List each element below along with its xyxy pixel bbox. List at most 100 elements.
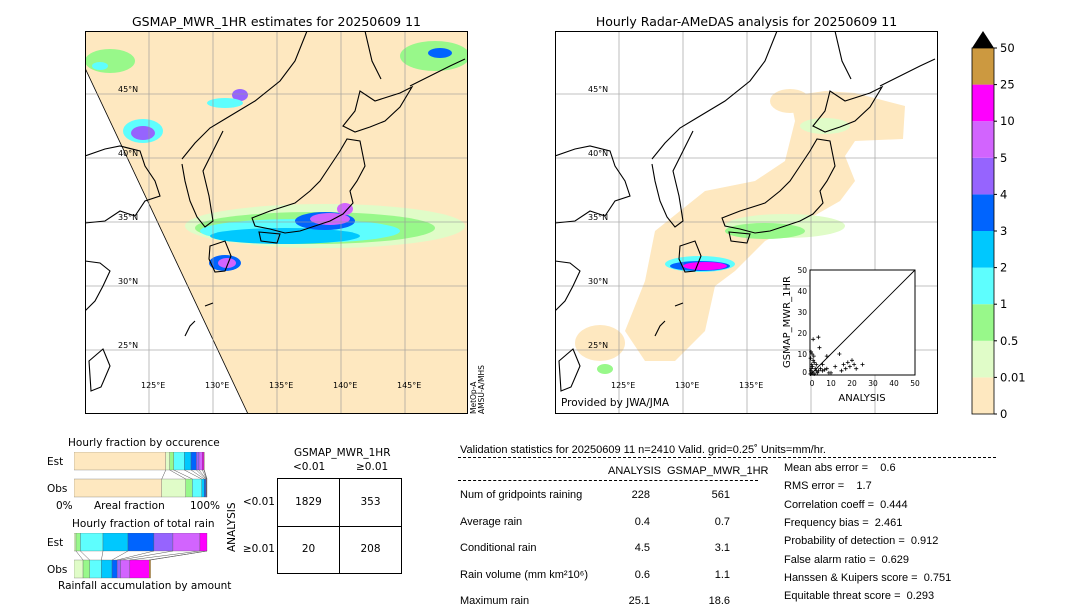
stat-analysis: 0.4 — [634, 515, 650, 528]
occurrence-axis-label: Areal fraction — [94, 500, 165, 512]
scatter-point — [824, 354, 829, 359]
colorbar-band — [972, 48, 994, 85]
score-line: Mean abs error = 0.6 — [784, 462, 896, 474]
colorbar-band — [972, 121, 994, 158]
lat-label-40: 40°N — [588, 149, 609, 158]
lon-label-135: 135°E — [269, 381, 294, 390]
bar-segment — [185, 478, 193, 498]
bar-segment — [153, 533, 174, 552]
colorbar-tick: 5 — [1000, 151, 1007, 165]
stat-gsmap: 1.1 — [714, 568, 730, 581]
stat-analysis: 4.5 — [634, 542, 650, 554]
scatter-point — [809, 362, 814, 367]
total-rain-title: Hourly fraction of total rain — [72, 518, 215, 530]
lat-label-25: 25°N — [588, 341, 609, 350]
bar-segment — [129, 559, 150, 579]
bar-segment — [74, 559, 84, 579]
scatter-xtick: 10 — [826, 379, 836, 388]
bar-segment — [173, 452, 185, 471]
lon-label-140: 140°E — [333, 381, 358, 390]
scatter-ylabel: GSMAP_MWR_1HR — [782, 276, 793, 368]
scatter-point — [816, 335, 821, 340]
data-credit: Provided by JWA/JMA — [561, 397, 670, 409]
bar-segment — [169, 452, 174, 471]
score-line: Correlation coeff = 0.444 — [784, 498, 908, 511]
contingency-title: GSMAP_MWR_1HR — [294, 447, 391, 459]
lon-label-145: 145°E — [397, 381, 422, 390]
colorbar-tick: 0.5 — [1000, 334, 1018, 348]
lon-label-125: 125°E — [141, 381, 166, 390]
right-map-title: Hourly Radar-AMeDAS analysis for 2025060… — [595, 14, 898, 29]
scatter-xtick: 40 — [889, 379, 899, 388]
lat-label-30: 30°N — [118, 277, 139, 286]
scatter-point — [811, 337, 816, 342]
score-line: Hanssen & Kuipers score = 0.751 — [784, 571, 952, 584]
bar-segment — [172, 533, 201, 552]
scatter-point — [808, 356, 813, 361]
scatter-point — [829, 370, 833, 375]
scatter-xtick: 50 — [910, 379, 920, 388]
score-line: RMS error = 1.7 — [784, 480, 872, 493]
colorbar-band — [972, 377, 994, 414]
bar-segment — [202, 452, 205, 471]
contingency-row-axis: ANALYSIS — [226, 502, 238, 552]
scatter-point — [812, 371, 817, 376]
stat-analysis: 228 — [631, 489, 650, 501]
cell-hit-neg: 1829 — [295, 496, 322, 508]
stat-gsmap: 3.1 — [714, 542, 730, 554]
scatter-point — [854, 366, 859, 371]
stat-analysis: 0.6 — [634, 568, 650, 581]
bar-segment — [201, 478, 205, 498]
occurrence-bars — [74, 452, 208, 498]
scatter-point — [822, 367, 827, 372]
colorbar-band — [972, 194, 994, 231]
scatter-point — [833, 364, 838, 369]
sensor-label: MetOp-A AMSU-A/MHS — [469, 365, 486, 414]
occurrence-axis-left: 0% — [56, 500, 73, 512]
stat-analysis: 25.1 — [628, 595, 650, 607]
stat-label: Maximum rain — [460, 595, 530, 607]
colorbar-extend-arrow — [972, 31, 994, 48]
lat-label-35: 35°N — [588, 213, 609, 222]
scatter-xtick: 0 — [810, 379, 815, 388]
colorbar-band — [972, 157, 994, 195]
contingency-row-1: ≥0.01 — [242, 543, 275, 555]
scatter-xtick: 20 — [847, 379, 857, 388]
bar-segment — [198, 452, 203, 471]
stat-label: Num of gridpoints raining — [460, 489, 583, 501]
score-line: Probability of detection = 0.912 — [784, 535, 939, 548]
scatter-point — [813, 366, 818, 371]
scatter-point — [843, 366, 848, 371]
contingency-table: 1829 353 20 208 — [277, 478, 402, 574]
scatter-point — [824, 366, 829, 371]
scatter-point — [811, 354, 816, 359]
cell-miss: 20 — [301, 543, 316, 555]
colorbar-tick: 3 — [1000, 224, 1007, 238]
scatter-ytick: 30 — [797, 308, 807, 317]
colorbar-tick: 2 — [1000, 261, 1007, 275]
bar-segment — [120, 559, 131, 579]
cell-false-alarm: 353 — [360, 496, 381, 508]
colorbar-tick: 50 — [1000, 41, 1015, 55]
lon-label-135: 135°E — [739, 381, 764, 390]
scatter-ytick: 40 — [797, 287, 807, 296]
lon-label-130: 130°E — [205, 381, 230, 390]
scatter-point — [860, 362, 865, 367]
lat-label-30: 30°N — [588, 277, 609, 286]
stat-label: Rain volume (mm km²10⁶) — [460, 568, 588, 581]
score-line: Equitable threat score = 0.293 — [784, 590, 935, 603]
scatter-point — [815, 370, 820, 375]
colorbar-tick: 25 — [1000, 78, 1015, 92]
colorbar-tick: 0 — [1000, 407, 1007, 420]
scatter-ytick: 50 — [797, 266, 807, 275]
scatter-point — [811, 358, 816, 363]
bar-segment — [111, 559, 118, 579]
lon-label-125: 125°E — [611, 381, 636, 390]
lat-label-45: 45°N — [118, 85, 139, 94]
scatter-point — [847, 364, 852, 369]
colorbar-tick: 0.01 — [1000, 370, 1025, 384]
colorbar-band — [972, 84, 994, 122]
bar-segment — [74, 478, 162, 498]
colorbar-tick: 4 — [1000, 187, 1007, 201]
bar-segment — [116, 559, 121, 579]
